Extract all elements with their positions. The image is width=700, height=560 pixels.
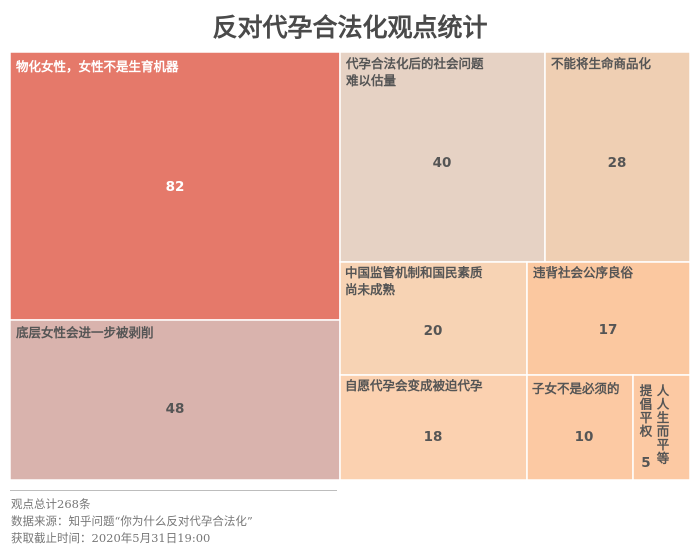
tile-label: 人人生而平等 — [656, 383, 670, 466]
tile-label: 底层女性会进一步被剥削 — [16, 325, 154, 340]
total-note: 观点总计268条 — [11, 497, 91, 511]
tile-8: 子女不是必须的 10 — [526, 374, 634, 481]
tile-value: 18 — [424, 429, 443, 445]
chart-title: 反对代孕合法化观点统计 — [212, 13, 488, 42]
tile-1: 物化女性，女性不是生育机器 82 — [9, 51, 341, 321]
tile-value: 10 — [575, 429, 594, 445]
tile-rect — [526, 261, 691, 376]
tile-rect — [339, 374, 528, 481]
tile-value: 82 — [166, 179, 185, 195]
tile-3: 代孕合法化后的社会问题难以估量 40 — [339, 51, 546, 263]
tile-rect — [9, 319, 341, 481]
tile-value: 40 — [433, 155, 452, 171]
tile-6: 违背社会公序良俗 17 — [526, 261, 691, 376]
tile-rect — [526, 374, 634, 481]
tile-label: 子女不是必须的 — [532, 381, 620, 396]
source-note: 数据来源：知乎问题“你为什么反对代孕合法化” — [11, 514, 253, 528]
tile-rect — [9, 51, 341, 321]
tile-5: 中国监管机制和国民素质尚未成熟 20 — [339, 261, 528, 376]
tile-label: 自愿代孕会变成被迫代孕 — [345, 378, 483, 393]
tile-value: 5 — [641, 455, 650, 471]
tile-label: 违背社会公序良俗 — [533, 265, 634, 280]
treemap-chart: 物化女性，女性不是生育机器 82 底层女性会进一步被剥削 48 代孕合法化后的社会问题难… — [9, 51, 691, 481]
tile-value: 48 — [166, 401, 185, 417]
tile-4: 不能将生命商品化 28 — [544, 51, 691, 263]
chart-notes: 观点总计268条 数据来源：知乎问题“你为什么反对代孕合法化” 获取截止时间：2… — [11, 496, 253, 547]
tile-label: 物化女性，女性不是生育机器 — [16, 59, 179, 74]
tile-value: 28 — [608, 155, 627, 171]
tile-value: 20 — [424, 323, 443, 339]
tile-label: 中国监管机制和国民素质尚未成熟 — [345, 265, 483, 297]
tile-7: 自愿代孕会变成被迫代孕 18 — [339, 374, 528, 481]
tile-rect — [339, 51, 546, 263]
tile-2: 底层女性会进一步被剥削 48 — [9, 319, 341, 481]
tile-rect — [632, 374, 691, 481]
tile-label: 不能将生命商品化 — [551, 56, 652, 71]
tile-rect — [544, 51, 691, 263]
tile-label: 提倡平权 — [639, 383, 653, 439]
cutoff-note: 获取截止时间：2020年5月31日19:00 — [11, 531, 211, 545]
tile-value: 17 — [599, 322, 618, 338]
tile-label: 代孕合法化后的社会问题难以估量 — [345, 56, 484, 88]
divider — [10, 490, 337, 491]
